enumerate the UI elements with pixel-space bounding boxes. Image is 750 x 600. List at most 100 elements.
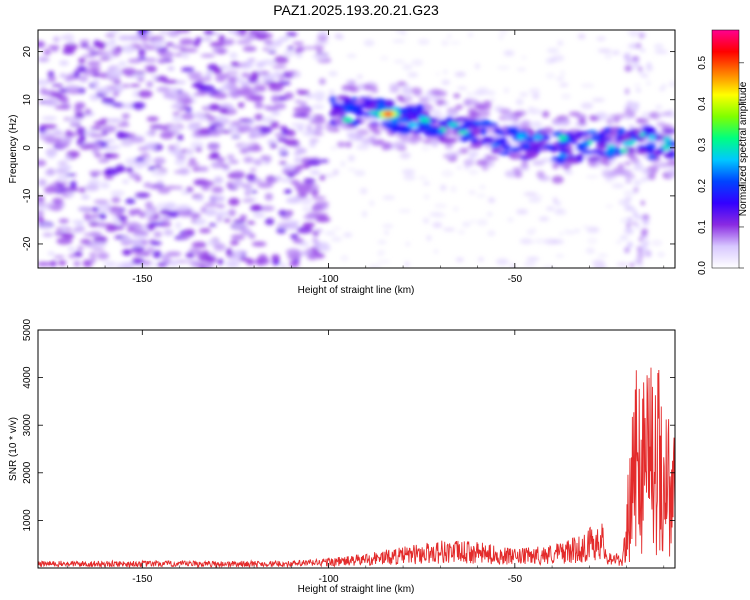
heatmap-cell	[186, 71, 203, 77]
heatmap-cell	[455, 104, 464, 110]
heatmap-cell	[437, 130, 445, 136]
heatmap-cell	[514, 171, 523, 178]
heatmap-cell	[613, 116, 620, 124]
heatmap-cell	[564, 228, 570, 235]
heatmap-cell	[211, 186, 224, 194]
heatmap-cell	[498, 150, 512, 156]
heatmap-cell	[611, 50, 621, 56]
heatmap-cell	[254, 113, 264, 121]
heatmap-cell	[47, 70, 55, 78]
heatmap-cell	[625, 58, 633, 64]
heatmap-cell	[91, 72, 102, 78]
heatmap-cell	[479, 127, 488, 136]
heatmap-cell	[639, 32, 644, 40]
heatmap-cell	[115, 212, 123, 218]
colorbar-gradient	[711, 29, 740, 269]
heatmap-cell	[637, 215, 644, 220]
heatmap-cell	[640, 200, 645, 206]
heatmap-cell	[530, 121, 543, 129]
heatmap-cell	[219, 129, 233, 134]
heatmap-cell	[380, 121, 394, 126]
heatmap-cell	[64, 155, 72, 161]
heatmap-cell	[215, 115, 227, 123]
heatmap-cell	[501, 144, 512, 151]
heatmap-cell	[523, 262, 536, 267]
heatmap-cell	[555, 254, 565, 258]
heatmap-cell	[68, 254, 76, 259]
heatmap-cell	[226, 154, 235, 160]
heatmap-cell	[213, 176, 224, 184]
heatmap-cell	[623, 200, 631, 207]
heatmap-cell	[324, 173, 335, 178]
heatmap-cell	[106, 71, 123, 78]
heatmap-cell	[252, 212, 265, 218]
heatmap-cell	[515, 98, 524, 106]
heatmap-cell	[647, 172, 656, 181]
heatmap-cell	[131, 101, 146, 110]
heatmap-cell	[38, 41, 44, 48]
heatmap-cell	[229, 160, 239, 164]
heatmap-cell	[661, 143, 672, 151]
heatmap-cell	[324, 231, 337, 236]
heatmap-cell	[362, 84, 374, 91]
heatmap-cell	[519, 92, 529, 97]
heatmap-cell	[379, 124, 387, 131]
heatmap-cell	[146, 247, 155, 253]
heatmap-cell	[580, 102, 594, 110]
heatmap-cell	[147, 166, 156, 171]
heatmap-cell	[493, 127, 501, 134]
heatmap-cell	[114, 165, 126, 173]
heatmap-cell	[574, 130, 589, 137]
heatmap-cell	[433, 249, 439, 254]
heatmap-cell	[463, 158, 475, 167]
heatmap-cell	[292, 41, 305, 45]
heatmap-cell	[663, 152, 674, 159]
heatmap-cell	[646, 62, 652, 68]
heatmap-cell	[632, 60, 640, 68]
heatmap-cell	[619, 134, 633, 143]
heatmap-cell	[457, 130, 469, 135]
heatmap-cell	[57, 160, 69, 168]
colorbar-tick-label: 0.5	[697, 55, 708, 69]
heatmap-cell	[127, 58, 143, 64]
heatmap-cell	[167, 66, 175, 71]
heatmap-cell	[271, 254, 280, 261]
heatmap-cell	[392, 141, 406, 150]
heatmap-cell	[181, 52, 190, 59]
heatmap-cell	[557, 40, 564, 46]
heatmap-cell	[113, 219, 122, 225]
heatmap-cell	[99, 57, 111, 61]
heatmap-cell	[82, 54, 97, 58]
heatmap-cell	[79, 43, 90, 48]
heatmap-cell	[314, 124, 324, 132]
heatmap-cell	[117, 61, 127, 67]
heatmap-cell	[459, 147, 469, 154]
heatmap-cell	[269, 143, 278, 149]
heatmap-cell	[360, 138, 372, 146]
heatmap-cell	[247, 58, 256, 62]
heatmap-cell	[121, 83, 131, 88]
heatmap-cell	[657, 162, 670, 169]
heatmap-cell	[89, 256, 97, 264]
heatmap-cell	[180, 112, 195, 121]
heatmap-cell	[114, 84, 122, 89]
heatmap-cell	[632, 166, 647, 171]
heatmap-cell	[63, 43, 78, 51]
heatmap-cell	[213, 92, 228, 99]
heatmap-cell	[450, 185, 457, 193]
heatmap-cell	[624, 196, 632, 201]
heatmap-cell	[596, 142, 609, 149]
heatmap-cell	[89, 67, 102, 71]
heatmap-cell	[63, 33, 75, 42]
heatmap-cell	[103, 261, 117, 268]
heatmap-cell	[144, 210, 156, 217]
heatmap-cell	[604, 159, 611, 167]
heatmap-cell	[666, 170, 675, 178]
heatmap-cell	[154, 164, 162, 168]
heatmap-x-axis-label: Height of straight line (km)	[298, 285, 415, 296]
y-tick-label: 1000	[22, 509, 33, 532]
heatmap-cell	[57, 175, 69, 181]
heatmap-cell	[152, 250, 162, 259]
heatmap-cell	[311, 196, 326, 200]
heatmap-cell	[123, 249, 130, 256]
